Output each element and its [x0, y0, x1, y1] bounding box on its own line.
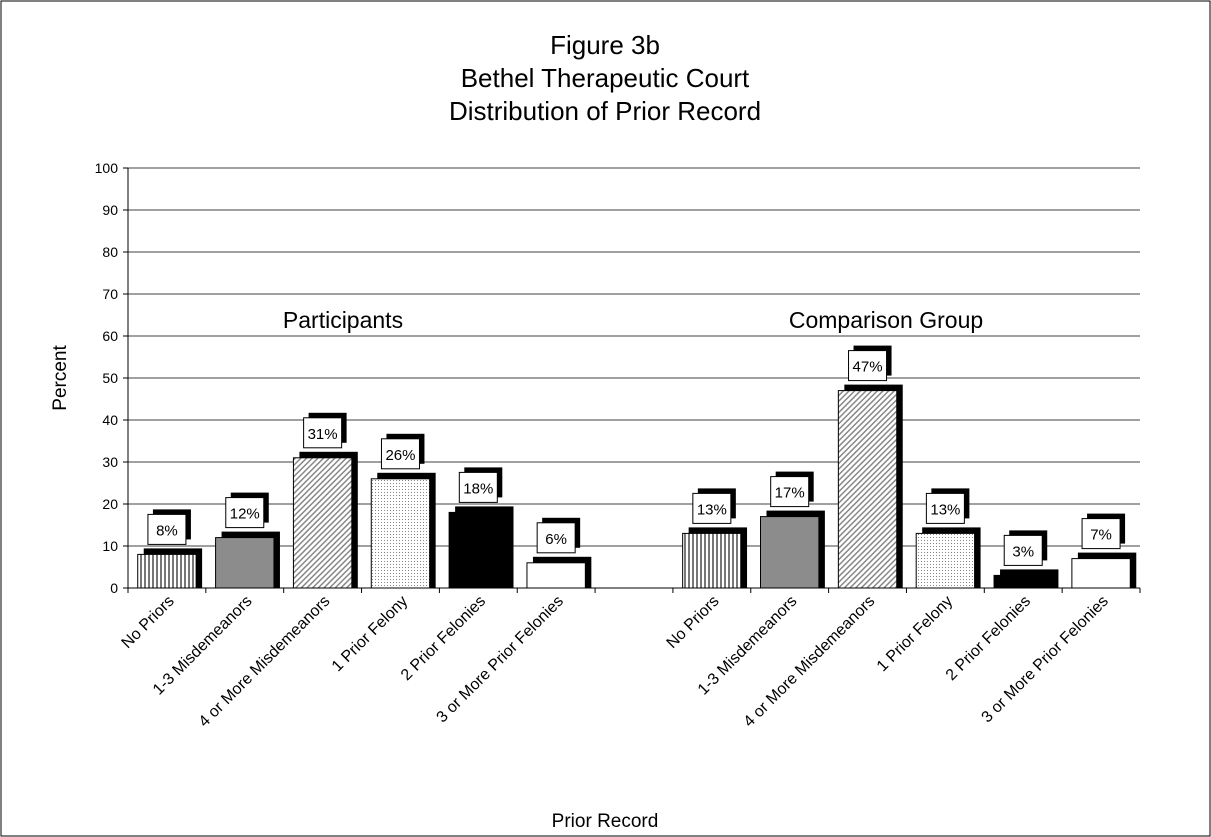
y-tick-label: 50 — [102, 370, 118, 386]
label-box — [1003, 534, 1043, 566]
y-tick-label: 70 — [102, 286, 118, 302]
bar — [526, 562, 586, 589]
data-label: 18% — [463, 480, 493, 497]
chart-title: Figure 3b — [550, 30, 660, 60]
bar — [993, 574, 1053, 589]
y-tick-label: 20 — [102, 496, 118, 512]
data-label: 8% — [156, 522, 178, 539]
label-box — [770, 476, 810, 508]
data-label: 47% — [853, 359, 883, 376]
x-axis-label: Prior Record — [552, 811, 659, 832]
bar — [292, 457, 353, 589]
label-box — [380, 438, 420, 470]
y-tick-label: 60 — [102, 328, 118, 344]
label-box — [225, 497, 265, 529]
data-label: 13% — [930, 501, 960, 518]
data-label: 17% — [775, 485, 805, 502]
data-label: 26% — [385, 447, 415, 464]
y-tick-label: 90 — [102, 202, 118, 218]
y-tick-label: 80 — [102, 244, 118, 260]
bar — [682, 532, 742, 589]
chart-title: Distribution of Prior Record — [449, 96, 761, 126]
label-box — [147, 513, 187, 545]
bar — [370, 478, 431, 589]
data-label: 7% — [1090, 527, 1112, 544]
label-box — [848, 350, 888, 382]
label-box — [458, 471, 498, 503]
y-tick-label: 30 — [102, 454, 118, 470]
bar — [215, 537, 275, 589]
bar — [1071, 558, 1131, 589]
data-label: 31% — [308, 426, 338, 443]
y-tick-label: 10 — [102, 538, 118, 554]
y-axis-label: Percent — [50, 345, 71, 411]
y-tick-label: 100 — [95, 160, 119, 176]
annotation: Comparison Group — [789, 307, 983, 333]
label-box — [303, 417, 343, 449]
bar — [915, 532, 976, 589]
data-label: 3% — [1012, 543, 1034, 560]
data-label: 12% — [230, 506, 260, 523]
label-box — [925, 492, 965, 524]
data-label: 6% — [545, 531, 567, 548]
label-box — [692, 492, 732, 524]
y-tick-label: 0 — [110, 580, 118, 596]
chart-title: Bethel Therapeutic Court — [461, 63, 750, 93]
label-box — [536, 522, 576, 554]
bar — [760, 516, 820, 589]
annotation: Participants — [283, 307, 403, 333]
label-box — [1081, 518, 1121, 550]
bar — [137, 553, 197, 589]
bar — [448, 511, 509, 589]
data-label: 13% — [697, 501, 727, 518]
bar — [837, 390, 898, 589]
y-tick-label: 40 — [102, 412, 118, 428]
